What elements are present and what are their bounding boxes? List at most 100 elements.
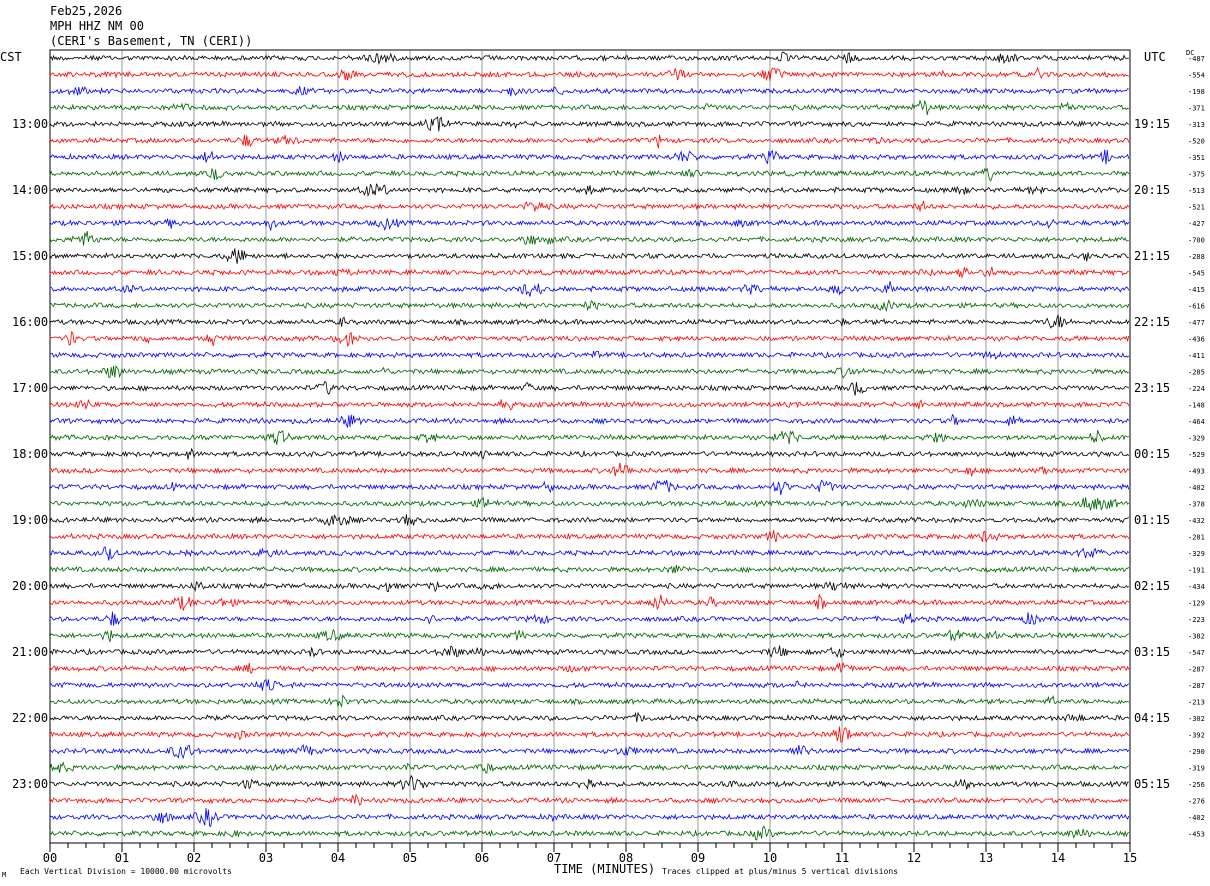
utc-hour-label: 00:15 bbox=[1134, 447, 1170, 461]
trace-line bbox=[49, 281, 1130, 297]
utc-hour-label: 04:15 bbox=[1134, 711, 1170, 725]
trace-line bbox=[49, 218, 1130, 232]
trace-line bbox=[49, 167, 1130, 182]
cst-hour-label: 14:00 bbox=[12, 183, 48, 197]
dc-offset-label: -281 bbox=[1188, 534, 1205, 542]
x-tick-label: 02 bbox=[187, 851, 201, 865]
cst-hour-label: 20:00 bbox=[12, 579, 48, 593]
utc-hour-label: 02:15 bbox=[1134, 579, 1170, 593]
dc-offset-label: -329 bbox=[1188, 550, 1205, 558]
trace-line bbox=[49, 581, 1129, 593]
trace-line bbox=[49, 496, 1130, 511]
station-location: (CERI's Basement, TN (CERI)) bbox=[50, 34, 253, 48]
trace-line bbox=[49, 462, 1130, 477]
dc-offset-label: -529 bbox=[1188, 451, 1205, 459]
dc-offset-label: -287 bbox=[1188, 666, 1205, 674]
dc-offset-label: -213 bbox=[1188, 699, 1205, 707]
dc-offset-label: -432 bbox=[1188, 517, 1205, 525]
corner-mark: M bbox=[2, 871, 7, 879]
x-tick-label: 00 bbox=[43, 851, 57, 865]
trace-line bbox=[49, 546, 1130, 561]
trace-line bbox=[49, 565, 1130, 574]
cst-hour-label: 22:00 bbox=[12, 711, 48, 725]
trace-line bbox=[49, 479, 1130, 496]
trace-line bbox=[49, 365, 1130, 379]
dc-offset-label: -547 bbox=[1188, 649, 1205, 657]
dc-offset-label: -285 bbox=[1188, 369, 1205, 377]
x-tick-label: 04 bbox=[331, 851, 345, 865]
x-tick-label: 12 bbox=[907, 851, 921, 865]
trace-line bbox=[49, 149, 1130, 165]
dc-offset-label: -434 bbox=[1188, 583, 1205, 591]
dc-offset-label: -411 bbox=[1188, 352, 1205, 360]
trace-line bbox=[49, 447, 1130, 460]
x-tick-label: 15 bbox=[1123, 851, 1137, 865]
dc-offset-label: -513 bbox=[1188, 187, 1205, 195]
right-axis-title: UTC bbox=[1144, 50, 1166, 64]
trace-line bbox=[49, 86, 1129, 97]
x-tick-label: 01 bbox=[115, 851, 129, 865]
x-tick-label: 08 bbox=[619, 851, 633, 865]
trace-line bbox=[49, 628, 1130, 643]
trace-line bbox=[49, 350, 1130, 360]
utc-hour-label: 23:15 bbox=[1134, 381, 1170, 395]
trace-line bbox=[49, 231, 1129, 246]
trace-line bbox=[49, 380, 1130, 396]
trace-line bbox=[49, 793, 1129, 806]
trace-line bbox=[49, 413, 1130, 429]
dc-label: DC bbox=[1186, 49, 1195, 57]
trace-line bbox=[49, 726, 1130, 743]
dc-offset-label: -427 bbox=[1188, 220, 1205, 228]
trace-line bbox=[49, 116, 1130, 132]
dc-offset-label: -415 bbox=[1188, 286, 1205, 294]
x-tick-label: 14 bbox=[1051, 851, 1065, 865]
dc-offset-label: -148 bbox=[1188, 402, 1205, 410]
trace-line bbox=[49, 66, 1130, 82]
x-tick-label: 13 bbox=[979, 851, 993, 865]
cst-hour-label: 23:00 bbox=[12, 777, 48, 791]
utc-hour-label: 22:15 bbox=[1134, 315, 1170, 329]
trace-line bbox=[49, 645, 1130, 658]
dc-offset-label: -382 bbox=[1188, 633, 1205, 641]
trace-line bbox=[49, 513, 1129, 526]
dc-offset-label: -302 bbox=[1188, 715, 1205, 723]
utc-hour-label: 01:15 bbox=[1134, 513, 1170, 527]
dc-offset-label: -378 bbox=[1188, 501, 1205, 509]
utc-hour-label: 20:15 bbox=[1134, 183, 1170, 197]
trace-line bbox=[49, 530, 1130, 543]
x-tick-label: 03 bbox=[259, 851, 273, 865]
clip-note: Traces clipped at plus/minus 5 vertical … bbox=[662, 867, 899, 876]
dc-offset-label: -276 bbox=[1188, 798, 1205, 806]
dc-offset-label: -319 bbox=[1188, 765, 1205, 773]
x-tick-label: 07 bbox=[547, 851, 561, 865]
dc-offset-label: -375 bbox=[1188, 171, 1205, 179]
dc-offset-label: -224 bbox=[1188, 385, 1205, 393]
dc-offset-label: -487 bbox=[1188, 55, 1205, 63]
trace-line bbox=[49, 694, 1130, 708]
trace-line bbox=[49, 593, 1130, 611]
scale-note: Each Vertical Division = 10000.00 microv… bbox=[20, 867, 232, 876]
dc-offset-label: -290 bbox=[1188, 748, 1205, 756]
utc-hour-label: 21:15 bbox=[1134, 249, 1170, 263]
dc-offset-label: -392 bbox=[1188, 732, 1205, 740]
trace-line bbox=[49, 679, 1130, 691]
trace-line bbox=[49, 398, 1130, 411]
dc-offset-label: -493 bbox=[1188, 468, 1205, 476]
dc-offset-label: -402 bbox=[1188, 814, 1205, 822]
dc-offset-label: -545 bbox=[1188, 270, 1205, 278]
trace-line bbox=[49, 611, 1129, 626]
dc-offset-label: -521 bbox=[1188, 204, 1205, 212]
dc-offset-label: -554 bbox=[1188, 72, 1205, 80]
left-axis-title: CST bbox=[0, 50, 22, 64]
trace-line bbox=[49, 99, 1130, 116]
dc-offset-label: -700 bbox=[1188, 237, 1205, 245]
trace-line bbox=[49, 711, 1130, 723]
utc-hour-label: 05:15 bbox=[1134, 777, 1170, 791]
cst-hour-label: 13:00 bbox=[12, 117, 48, 131]
dc-offset-label: -223 bbox=[1188, 616, 1205, 624]
trace-line bbox=[49, 808, 1130, 827]
dc-offset-label: -464 bbox=[1188, 418, 1205, 426]
trace-line bbox=[49, 299, 1130, 313]
dc-offset-label: -402 bbox=[1188, 484, 1205, 492]
x-tick-label: 09 bbox=[691, 851, 705, 865]
